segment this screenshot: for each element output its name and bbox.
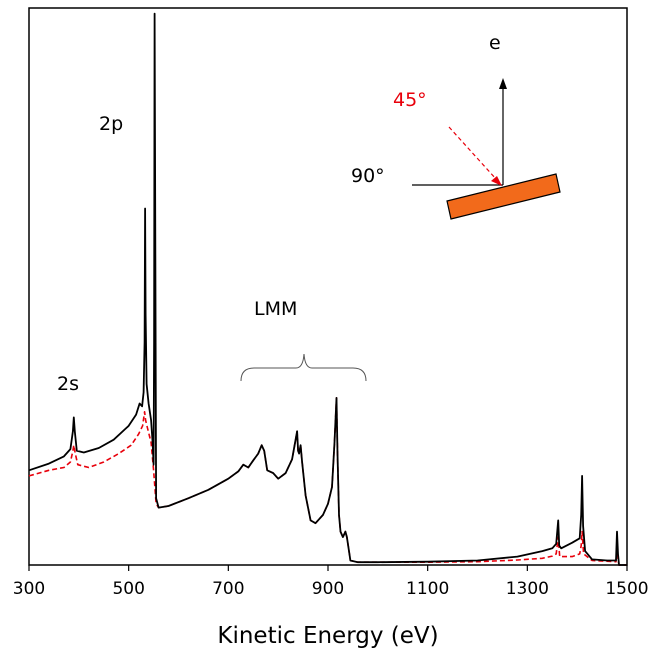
x-tick-label: 500: [112, 579, 144, 599]
series-line-black: [28, 12, 627, 566]
incident-45-line: [448, 126, 497, 180]
x-tick-label: 1100: [406, 579, 449, 599]
x-tick-label: 300: [13, 579, 45, 599]
x-axis-title: Kinetic Energy (eV): [217, 623, 438, 649]
x-tick-label: 900: [312, 579, 344, 599]
geometry-inset: e 45° 90°: [351, 32, 561, 220]
region-label-lmm: LMM: [254, 298, 297, 320]
x-axis-ticks: 300 500 700 900 1100 1300 1500: [13, 565, 649, 599]
electron-label: e: [489, 32, 501, 54]
angle-90-label: 90°: [351, 165, 385, 187]
plot-frame: [28, 7, 628, 566]
x-tick-label: 700: [212, 579, 244, 599]
emission-arrowhead: [499, 78, 507, 89]
peak-label-2s: 2s: [57, 373, 79, 395]
lmm-brace: [240, 353, 367, 382]
x-tick-label: 1300: [506, 579, 549, 599]
sample-slab: [446, 173, 561, 220]
angle-45-label: 45°: [393, 89, 427, 111]
series-layer: [28, 12, 627, 566]
peak-label-2p: 2p: [99, 113, 123, 135]
x-tick-label: 1500: [605, 579, 648, 599]
incident-45-arrowhead: [491, 176, 502, 186]
